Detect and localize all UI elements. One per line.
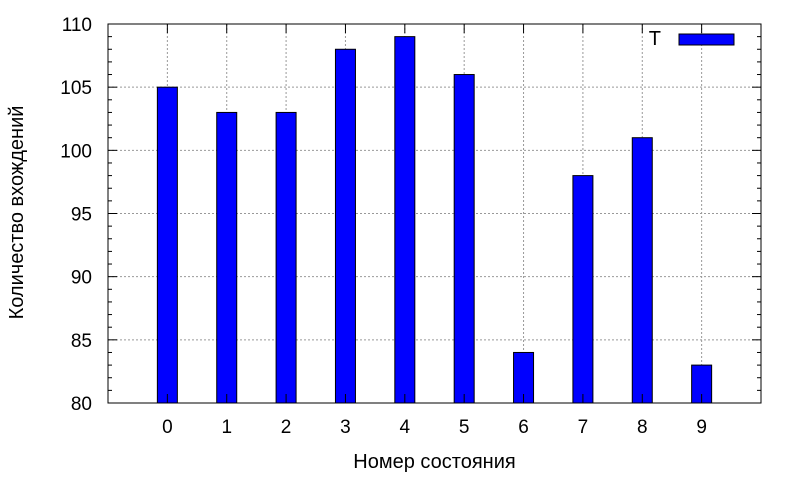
x-tick-label: 6 [518,417,529,438]
legend: T [649,28,735,50]
y-tick-labels: 80 85 90 95 100 105 110 [60,15,92,415]
y-tick-label: 85 [71,331,92,352]
x-tick-label: 4 [400,417,411,438]
x-tick-label: 5 [459,417,470,438]
y-axis-label: Количество вхождений [6,106,28,320]
x-tick-label: 8 [637,417,648,438]
y-tick-label: 80 [71,394,92,415]
y-tick-label: 95 [71,205,92,226]
y-tick-label: 100 [60,141,92,162]
bar [394,36,416,404]
x-tick-label: 2 [281,417,292,438]
grid [108,24,761,403]
bars [156,36,713,404]
legend-label: T [649,28,661,50]
x-tick-label: 0 [162,417,173,438]
y-tick-label: 90 [71,268,92,289]
x-tick-label: 1 [221,417,232,438]
y-tick-label: 110 [62,15,92,36]
bar [334,48,356,404]
bar [275,111,297,404]
x-tick-labels: 0 1 2 3 4 5 6 7 8 9 [162,417,707,438]
x-tick-label: 3 [340,417,351,438]
bar [453,74,475,404]
plot-frame [107,23,762,404]
y-tick-label: 105 [60,78,92,99]
x-axis-label: Номер состояния [353,451,515,473]
bar [156,86,178,404]
legend-swatch [678,33,735,46]
x-tick-label: 7 [578,417,589,438]
bar [216,111,238,404]
x-tick-label: 9 [696,417,707,438]
bar [572,175,594,404]
bar [631,137,653,404]
